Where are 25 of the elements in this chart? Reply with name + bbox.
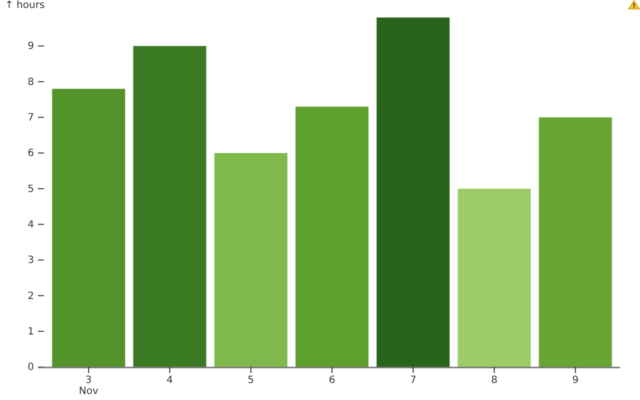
y-tick-label: 4: [28, 220, 34, 231]
bar: [538, 117, 612, 367]
y-tick-label: 3: [28, 255, 34, 266]
y-tick-label: 9: [28, 41, 34, 52]
y-tick-label: 0: [28, 362, 34, 374]
bar: [214, 153, 288, 367]
x-tick-label: 3 Nov: [78, 375, 98, 397]
x-tick-label: 6: [328, 375, 336, 386]
x-tick-label: 4: [166, 375, 173, 386]
x-tick-label: 5: [248, 375, 254, 386]
y-tick-label: 2: [28, 290, 34, 302]
x-tick-label: 9: [572, 375, 579, 386]
bar: [458, 188, 531, 367]
y-tick-label: 6: [28, 148, 34, 160]
bar: [295, 106, 369, 367]
bar: [133, 46, 206, 367]
y-tick-label: 7: [28, 112, 34, 124]
y-tick-label: 8: [28, 76, 34, 88]
bar: [52, 88, 126, 367]
y-tick-label: 5: [28, 184, 34, 195]
bar: [376, 18, 450, 367]
y-tick-label: 1: [28, 326, 34, 338]
x-tick-label: 7: [410, 375, 416, 386]
y-axis-title: ↑ hours: [5, 0, 45, 11]
x-tick-label: 8: [491, 375, 498, 386]
